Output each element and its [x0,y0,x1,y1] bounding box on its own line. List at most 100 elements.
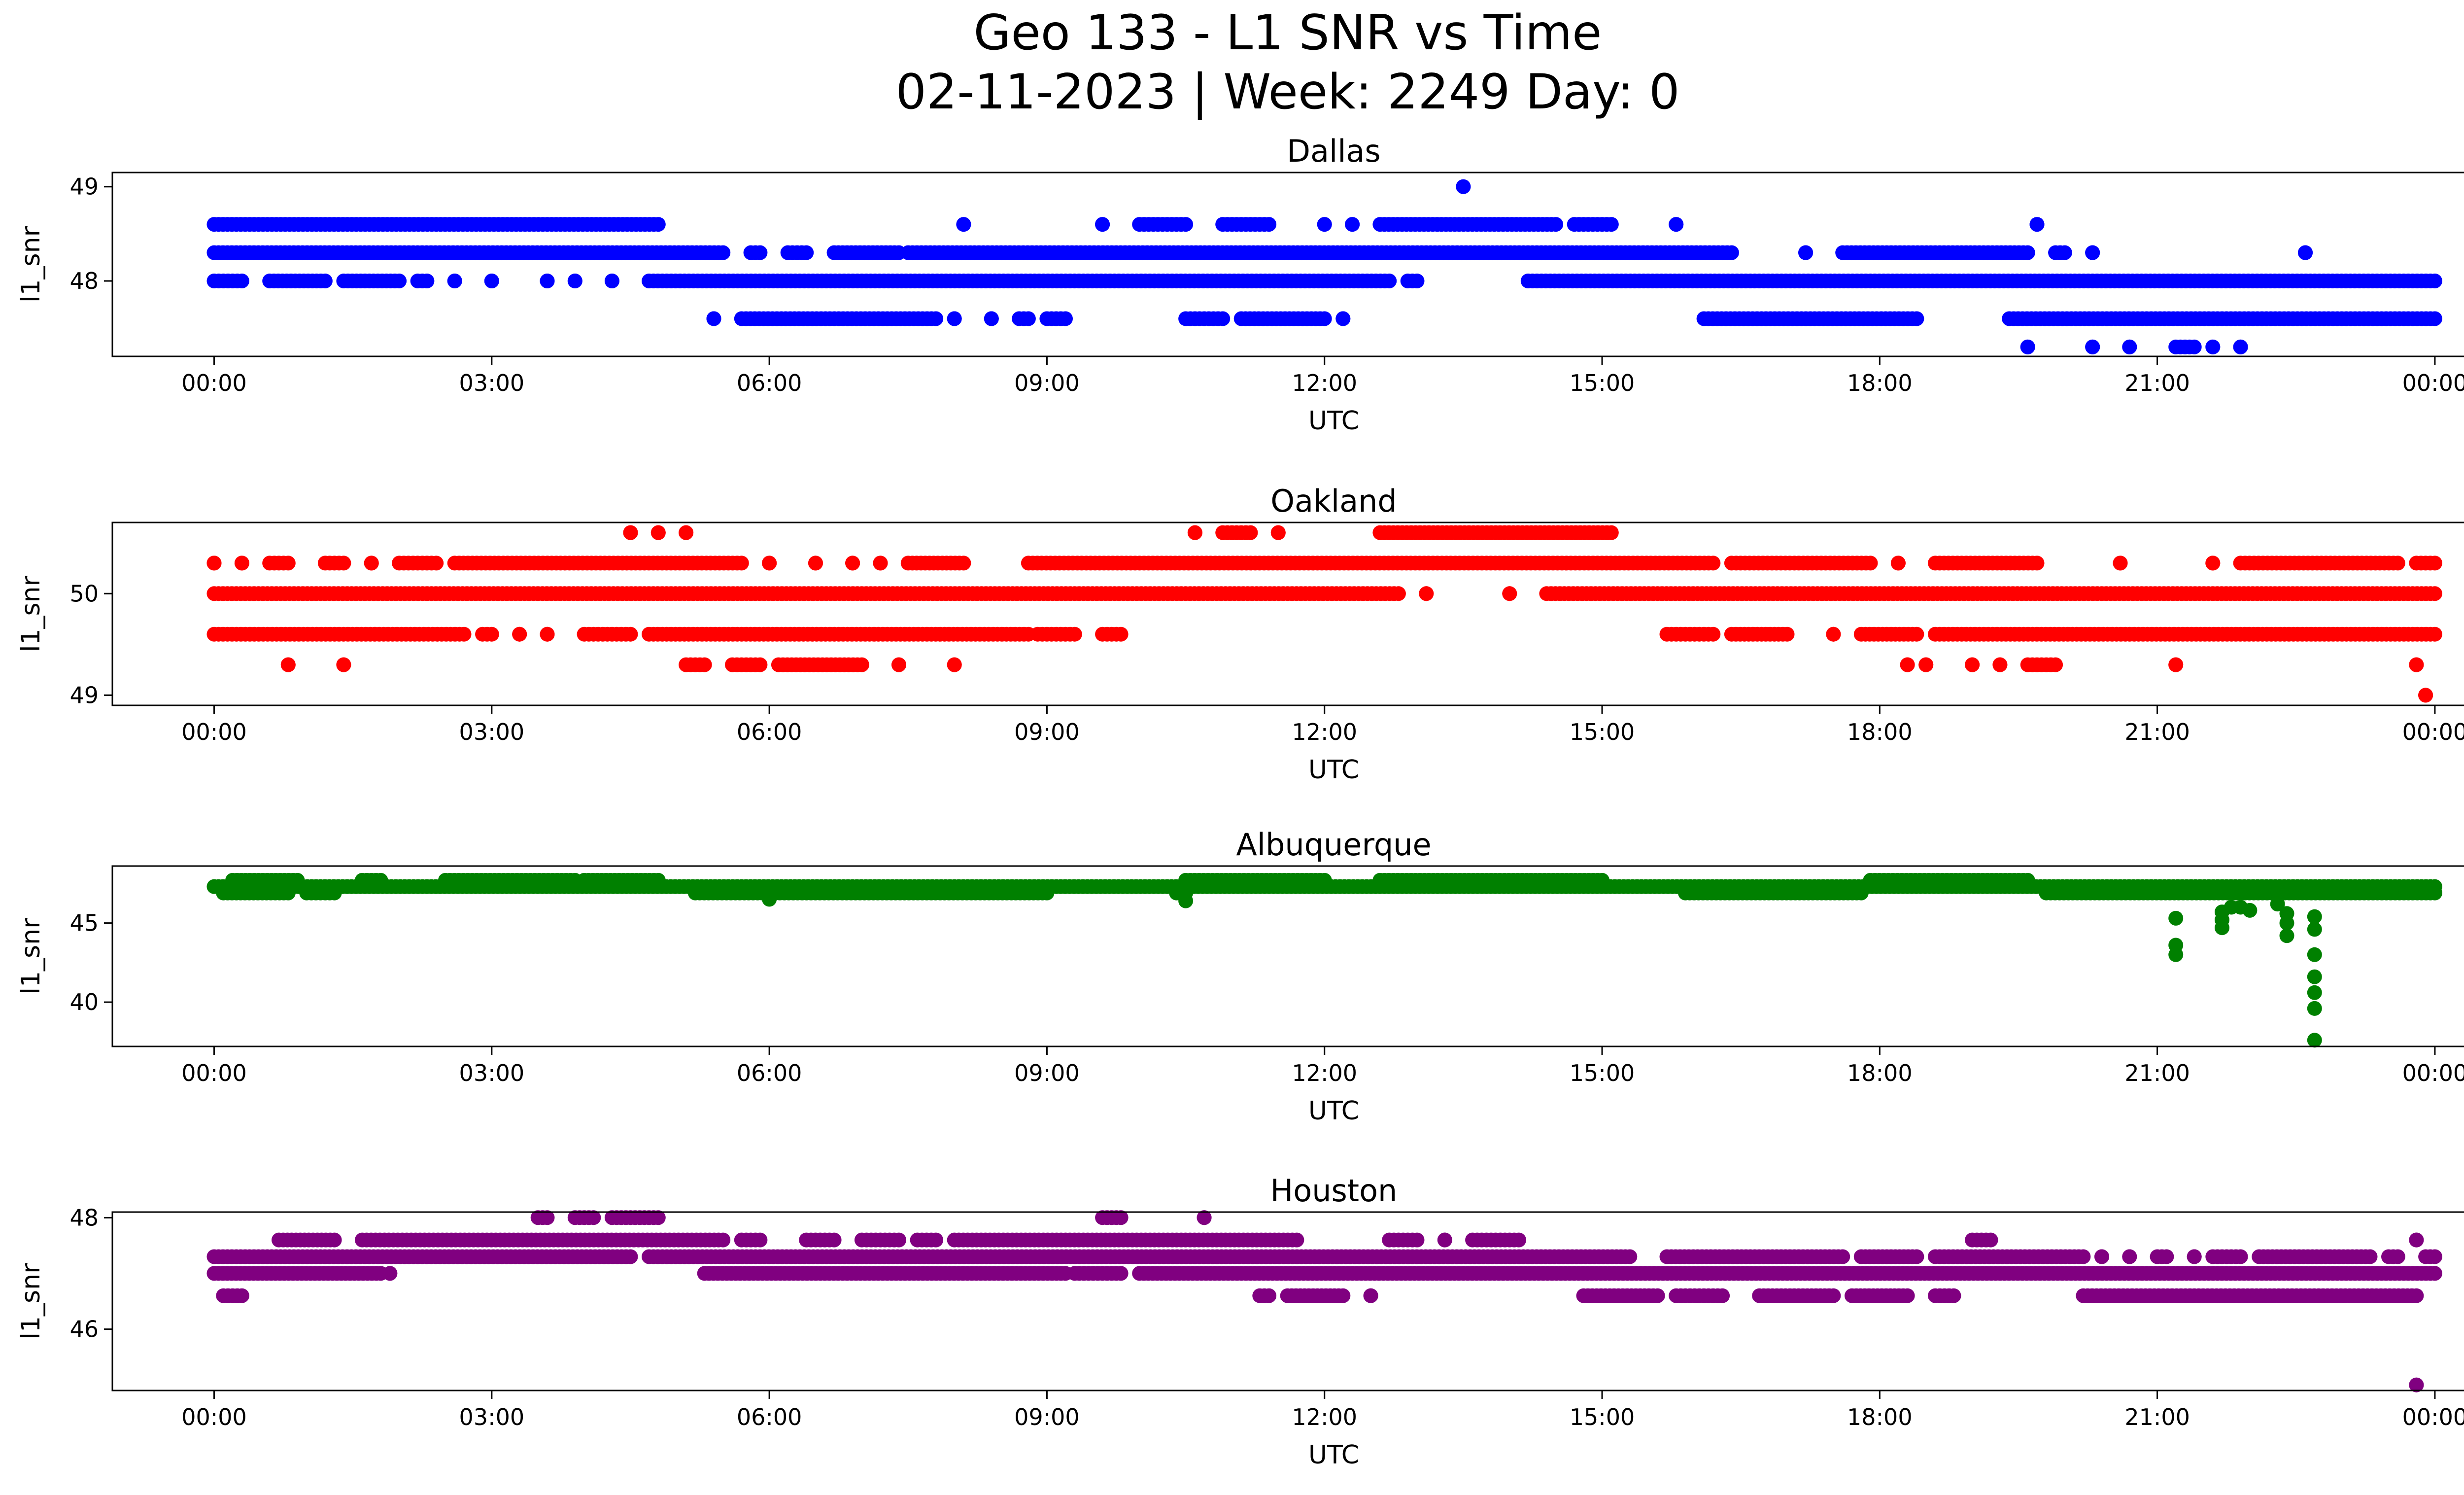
data-point-945 [2307,1033,2322,1048]
data-point-1186 [1715,1288,1730,1303]
y-axis-label: l1_snr [16,226,46,303]
data-point-1238 [2233,339,2248,354]
data-point-83 [336,556,351,571]
data-point-252 [2409,1232,2424,1248]
x-tick-label: 12:00 [1292,1404,1357,1430]
data-point-607 [540,274,555,288]
plot-frame [111,1211,2464,1391]
x-tick-label: 06:00 [737,719,802,745]
data-point-989 [706,311,721,326]
x-tick-label: 09:00 [1014,719,1080,745]
x-tick-label: 03:00 [459,719,525,745]
data-point-3 [650,525,666,540]
figure-title-line1: Geo 133 - L1 SNR vs Time [974,5,1602,61]
x-tick-label: 00:00 [181,1060,247,1086]
panel-title: Albuquerque [1236,827,1431,863]
x-tick-label: 09:00 [1014,370,1080,396]
data-point-1218 [1900,1288,1915,1303]
data-point-1223 [2427,311,2442,326]
data-point-1204 [1826,1288,1841,1303]
data-point-1114 [1780,626,1795,642]
y-tick-label: 40 [69,989,99,1015]
data-point-517 [290,872,305,888]
data-point-559 [2057,245,2072,260]
data-point-2 [540,1210,555,1225]
data-point-674 [2233,1249,2248,1264]
y-axis-label: l1_snr [16,575,46,652]
data-point-308 [799,245,814,260]
x-tick-label: 09:00 [1014,1404,1080,1430]
data-point-102 [956,217,971,232]
data-point-556 [2020,245,2035,260]
data-point-706 [2427,1249,2442,1264]
data-point-1223 [1946,1288,1961,1303]
data-point-337 [1706,556,1721,571]
data-point-147 [928,1232,944,1248]
y-tick-label: 45 [69,910,99,937]
data-point-570 [234,274,249,288]
data-point-1175 [1650,1288,1665,1303]
data-point-747 [382,1266,398,1281]
data-points [206,525,2442,703]
data-point-435 [2390,556,2405,571]
x-tick-label: 03:00 [459,370,525,396]
data-point-782 [1409,274,1425,288]
data-point-940 [2307,922,2322,937]
data-point-160 [734,556,749,571]
data-point-1290 [1965,657,1980,672]
data-point-934 [2242,903,2258,918]
data-point-1244 [2427,626,2442,642]
data-point-168 [873,556,888,571]
data-point-569 [1622,1249,1638,1264]
data-point-1 [623,525,638,540]
x-tick-label: 06:00 [737,1060,802,1086]
data-point-1141 [1262,1288,1277,1303]
data-point-939 [2307,909,2322,924]
data-point-667 [2187,1249,2202,1264]
data-point-1225 [2020,339,2035,354]
x-tick-label: 06:00 [737,1404,802,1430]
x-tick-label: 06:00 [737,370,802,396]
data-point-598 [392,274,407,288]
plot-frame [111,522,2464,706]
x-tick-label: 00:00 [2402,1404,2464,1430]
data-point-1133 [2427,1266,2442,1281]
data-point-944 [2307,1001,2322,1016]
data-point-1126 [1909,311,1924,326]
x-tick-label: 21:00 [2124,719,2190,745]
data-point-1130 [1909,626,1924,642]
data-point-665 [2159,1249,2174,1264]
data-point-1282 [891,657,906,672]
x-tick-label: 18:00 [1847,1060,1913,1086]
data-point-938 [2279,928,2294,943]
x-tick-label: 18:00 [1847,719,1913,745]
data-point-245 [1511,1232,1526,1248]
data-point-126 [1262,217,1277,232]
data-point-712 [1502,586,1517,601]
x-axis-label: UTC [1308,1096,1359,1126]
x-tick-label: 03:00 [459,1060,525,1086]
y-tick-label: 48 [69,268,99,294]
data-point-1286 [1900,657,1915,672]
data-point-928 [2168,947,2184,962]
data-point-225 [1289,1232,1304,1248]
x-tick-label: 15:00 [1570,370,1635,396]
data-point-85 [364,556,379,571]
data-point-605 [484,274,499,288]
x-tick-label: 00:00 [181,370,247,396]
data-point-1084 [1067,626,1082,642]
x-tick-label: 00:00 [2402,1060,2464,1086]
x-tick-label: 12:00 [1292,719,1357,745]
x-tick-label: 18:00 [1847,370,1913,396]
data-point-162 [762,556,777,571]
data-point-1299 [2409,1288,2424,1303]
x-tick-label: 12:00 [1292,370,1357,396]
data-point-601 [419,274,435,288]
data-point-609 [567,274,582,288]
data-point-1246 [280,657,296,672]
figure-title-line2: 02-11-2023 | Week: 2249 Day: 0 [896,64,1680,120]
y-tick-label: 49 [69,174,99,200]
data-point-171 [1548,217,1564,232]
